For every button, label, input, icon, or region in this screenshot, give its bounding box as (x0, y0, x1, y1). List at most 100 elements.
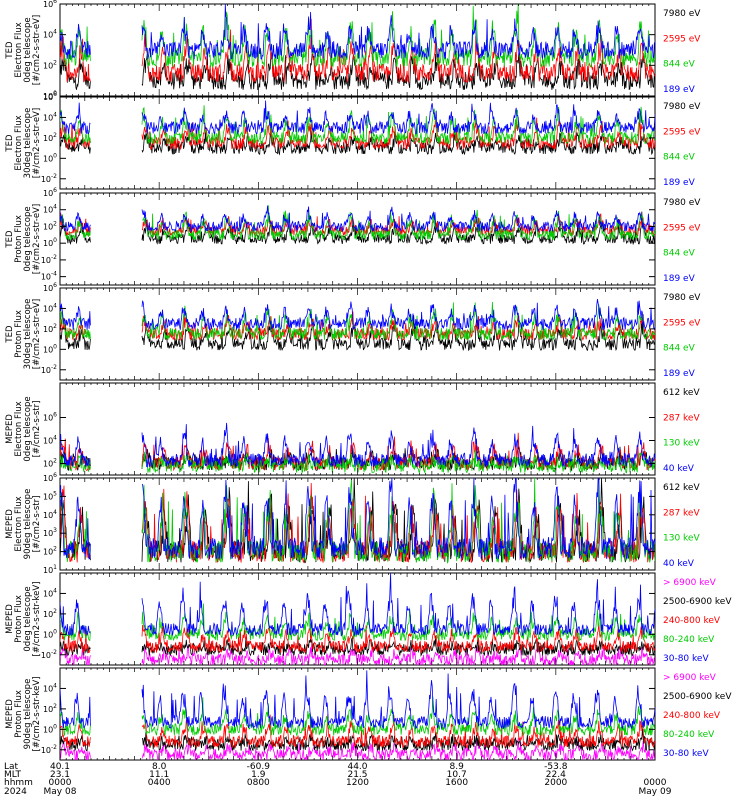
y-tick-label: 100 (43, 152, 57, 163)
x-row-label: hhmm (4, 778, 33, 788)
panel-5: 106 104 102 MEPED Electron Flux 0deg telescop… (5, 382, 700, 476)
y-tick-label: 105 (43, 490, 57, 501)
y-axis-label: [#/cm2-s-str-eV] (32, 204, 42, 274)
legend-entry: 40 keV (663, 559, 695, 569)
y-axis-label: Proton Flux (14, 215, 24, 263)
y-tick-label: 10-2 (41, 649, 57, 660)
legend-entry: 287 keV (663, 508, 700, 518)
series-line-4 (60, 603, 655, 642)
panel-4: 106 104 102 100 10-2 TED Proton Flux 30deg tele… (5, 282, 701, 381)
legend-entry: 189 eV (663, 274, 696, 284)
y-tick-label: 101 (43, 564, 57, 575)
series-line-1 (60, 738, 655, 760)
panel-frame (59, 667, 656, 761)
y-tick-label: 102 (43, 703, 57, 714)
x-row-label: MLT (4, 770, 22, 780)
y-tick-label: 104 (43, 587, 57, 598)
series-line-4 (60, 478, 655, 561)
x-tick-label: 11.1 (149, 770, 169, 780)
legend-entry: 844 eV (663, 60, 696, 70)
legend-entry: 287 keV (663, 413, 700, 423)
x-tick-label: 0000 (644, 778, 667, 788)
series-line-5 (60, 670, 655, 730)
legend-entry: 612 keV (663, 388, 700, 398)
legend-entry: 2500-6900 keV (663, 692, 732, 702)
panel-6: 106 105 104 103 102 101 MEPED Electron Flux 90de… (5, 472, 700, 575)
y-axis-label: TED (5, 230, 15, 249)
y-axis-label: [#/cm2-s-str-eV] (32, 15, 42, 85)
y-axis-label: Proton Flux (14, 595, 24, 643)
legend-entry: 30-80 keV (663, 749, 709, 759)
panel-7: 104 102 100 10-2 MEPED Proton Flux 0deg telesc… (5, 572, 732, 666)
y-tick-label: 100 (43, 237, 57, 248)
y-tick-label: 104 (43, 204, 57, 215)
y-axis-label: TED (5, 325, 15, 344)
legend-entry: 7980 eV (663, 293, 701, 303)
legend-entry: 240-800 keV (663, 616, 721, 626)
panel-3: 106 104 102 100 10-2 10-4 TED Proton Flux 0deg t… (5, 187, 701, 286)
y-axis-label: [#/cm2-s-str-keV] (32, 582, 42, 657)
x-tick-label: 0000 (49, 778, 72, 788)
y-tick-label: 102 (43, 458, 57, 469)
y-tick-label: 103 (43, 527, 57, 538)
legend-entry: 612 keV (663, 483, 700, 493)
y-axis-label: 0deg telescope (23, 206, 33, 271)
x-tick-label: -60.9 (247, 762, 271, 772)
x-tick-label: 10.7 (447, 770, 467, 780)
legend-entry: 2595 eV (663, 318, 701, 328)
series-line-4 (60, 100, 655, 135)
y-tick-label: 102 (43, 608, 57, 619)
y-axis-label: MEPED (5, 699, 15, 729)
x-tick-label: May 09 (639, 787, 672, 797)
legend-entry: 189 eV (663, 369, 696, 379)
legend-entry: 844 eV (663, 344, 696, 354)
y-tick-label: 100 (43, 723, 57, 734)
y-axis-label: MEPED (5, 604, 15, 634)
y-axis-label: MEPED (5, 509, 15, 539)
y-axis-label: TED (5, 134, 15, 153)
y-tick-label: 106 (43, 0, 57, 9)
x-tick-label: -53.8 (544, 762, 568, 772)
series-line-5 (60, 573, 655, 637)
y-axis-label: 30deg telescope (23, 108, 33, 179)
y-tick-label: 10-2 (41, 254, 57, 265)
legend-entry: 2595 eV (663, 127, 701, 137)
series-line-4 (60, 205, 655, 233)
y-axis-label: [#/cm2-s-str-keV] (32, 677, 42, 752)
y-axis-label: [#/cm2-s-str] (32, 496, 42, 553)
legend-entry: 240-800 keV (663, 711, 721, 721)
x-tick-label: 8.0 (152, 762, 167, 772)
y-tick-label: 106 (43, 472, 57, 483)
y-axis-label: Electron Flux (14, 401, 24, 456)
x-tick-label: 1600 (445, 778, 468, 788)
y-tick-label: 102 (43, 59, 57, 70)
x-tick-label: 8.9 (450, 762, 465, 772)
legend-entry: 189 eV (663, 178, 696, 188)
y-axis-label: Electron Flux (14, 22, 24, 77)
y-axis-label: 90deg telescope (23, 489, 33, 560)
y-axis-label: 30deg telescope (23, 299, 33, 370)
y-axis-label: MEPED (5, 414, 15, 444)
series-line-3 (60, 714, 655, 749)
y-tick-label: 10-4 (41, 271, 57, 282)
series-line-3 (60, 4, 655, 69)
x-tick-label: 22.4 (546, 770, 566, 780)
legend-entry: > 6900 keV (663, 673, 717, 683)
y-tick-label: 100 (43, 90, 57, 101)
x-tick-label: 1.9 (251, 770, 266, 780)
y-axis-label: Proton Flux (14, 310, 24, 358)
y-tick-label: 104 (43, 435, 57, 446)
y-axis-label: [#/cm2-s-str-eV] (32, 299, 42, 369)
y-axis-label: 90deg telescope (23, 679, 33, 750)
legend-entry: 2595 eV (663, 34, 701, 44)
x-row-label: 2024 (4, 787, 27, 797)
y-axis-label: TED (5, 41, 15, 60)
y-tick-label: 104 (43, 682, 57, 693)
y-axis-label: [#/cm2-s-str] (32, 401, 42, 458)
x-tick-label: 23.1 (50, 770, 70, 780)
x-tick-label: 0400 (148, 778, 171, 788)
y-tick-label: 106 (43, 91, 57, 102)
series-line-3 (60, 622, 655, 654)
series-line-3 (60, 450, 655, 474)
